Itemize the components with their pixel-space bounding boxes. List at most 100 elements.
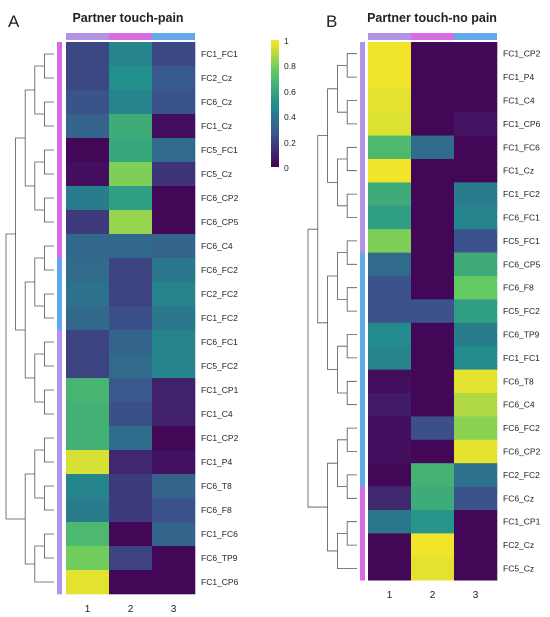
row-cluster-bar-segment <box>57 546 62 571</box>
row-label: FC1_C4 <box>503 96 535 106</box>
heatmap-cell <box>454 346 498 370</box>
row-label: FC1_FC2 <box>503 189 540 199</box>
dendrogram-branch <box>327 275 338 370</box>
row-label: FC6_T8 <box>201 481 232 491</box>
row-label: FC2_Cz <box>201 73 232 83</box>
heatmap-cell <box>66 402 110 427</box>
dendrogram-branch <box>24 473 35 565</box>
dendrogram-branch <box>24 89 35 187</box>
heatmap-cell <box>66 282 110 307</box>
heatmap-cell <box>368 276 412 300</box>
heatmap-cell <box>66 570 110 595</box>
heatmap-panel-b: B Partner touch-no pain FC1_CP2FC1_P4FC1… <box>307 11 541 601</box>
row-cluster-bar-segment <box>360 322 365 347</box>
row-label: FC1_FC2 <box>201 313 238 323</box>
heatmap-cell <box>454 252 498 277</box>
dendrogram-branch <box>346 146 357 172</box>
heatmap-cell <box>411 439 455 464</box>
dendrogram-branch <box>44 293 54 319</box>
panel-b-column-cluster-bar <box>368 33 497 40</box>
panel-b-dendrogram <box>307 53 357 569</box>
heatmap-cell <box>411 322 455 347</box>
column-label: 3 <box>171 604 177 615</box>
heatmap-cell <box>109 570 153 595</box>
row-label: FC6_C4 <box>201 241 233 251</box>
row-label: FC1_CP6 <box>503 119 541 129</box>
heatmap-cell <box>152 282 196 307</box>
heatmap-cell <box>411 299 455 324</box>
column-cluster-bar-segment <box>152 33 195 40</box>
heatmap-cell <box>152 402 196 427</box>
heatmap-cell <box>454 369 498 394</box>
row-cluster-bar-segment <box>360 439 365 464</box>
colorbar-tick-0.8: 0.8 <box>284 61 296 71</box>
row-cluster-bar-segment <box>360 299 365 324</box>
dendrogram-branch <box>44 485 54 511</box>
dendrogram-branch <box>327 462 338 552</box>
row-cluster-bar-segment <box>360 510 365 534</box>
heatmap-cell <box>66 138 110 163</box>
dendrogram-branch <box>346 334 357 359</box>
heatmap-cell <box>152 66 196 91</box>
heatmap-cell <box>109 90 153 115</box>
heatmap-cell <box>109 546 153 571</box>
heatmap-cell <box>411 252 455 277</box>
heatmap-cell <box>152 330 196 355</box>
dendrogram-branch <box>44 389 54 415</box>
heatmap-cell <box>109 498 153 523</box>
heatmap-cell <box>109 66 153 91</box>
dendrogram-branch <box>327 88 338 183</box>
row-label: FC6_TP9 <box>503 330 540 340</box>
row-cluster-bar-segment <box>360 416 365 441</box>
heatmap-cell <box>109 114 153 139</box>
column-cluster-bar-segment <box>454 33 497 40</box>
row-cluster-bar-segment <box>57 66 62 91</box>
dendrogram-branch <box>44 437 54 463</box>
heatmap-cell <box>152 42 196 67</box>
row-cluster-bar-segment <box>57 306 62 331</box>
row-cluster-bar-segment <box>360 65 365 90</box>
heatmap-cell <box>368 159 412 183</box>
panel-a-row-cluster-bar <box>57 42 62 595</box>
row-cluster-bar-segment <box>360 346 365 370</box>
row-label: FC6_FC2 <box>503 423 540 433</box>
heatmap-cell <box>152 474 196 499</box>
heatmap-cell <box>411 556 455 581</box>
row-cluster-bar-segment <box>57 330 62 355</box>
dendrogram-branch <box>34 65 45 115</box>
heatmap-cell <box>411 182 455 207</box>
heatmap-cell <box>368 88 412 113</box>
row-cluster-bar-segment <box>57 570 62 595</box>
dendrogram-branch <box>337 65 348 113</box>
row-label: FC2_FC2 <box>201 289 238 299</box>
column-cluster-bar-segment <box>411 33 454 40</box>
heatmap-cell <box>368 416 412 441</box>
row-cluster-bar-segment <box>57 114 62 139</box>
heatmap-cell <box>368 229 412 253</box>
panel-b-title: Partner touch-no pain <box>367 11 497 25</box>
heatmap-cell <box>66 354 110 379</box>
row-label: FC1_FC1 <box>503 353 540 363</box>
heatmap-cell <box>368 299 412 324</box>
heatmap-cell <box>454 65 498 90</box>
heatmap-panel-a: A Partner touch-pain FC1_FC1 FC2_Cz FC6_Cz… <box>5 11 239 615</box>
row-cluster-bar-segment <box>57 258 62 283</box>
heatmap-cell <box>109 138 153 163</box>
heatmap-cell <box>454 486 498 511</box>
heatmap-cell <box>109 450 153 475</box>
heatmap-cell <box>368 65 412 90</box>
heatmap-cell <box>454 393 498 417</box>
heatmap-cell <box>66 522 110 547</box>
dendrogram-branch <box>346 521 357 546</box>
heatmap-cell <box>66 114 110 139</box>
heatmap-cell <box>152 450 196 475</box>
heatmap-cell <box>66 474 110 499</box>
heatmap-cell <box>411 416 455 441</box>
row-cluster-bar-segment <box>360 182 365 207</box>
heatmap-cell <box>66 498 110 523</box>
heatmap-cell <box>66 546 110 571</box>
dendrogram-branch <box>346 240 357 265</box>
heatmap-cell <box>454 276 498 300</box>
dendrogram-branch <box>346 287 357 312</box>
heatmap-cell <box>368 205 412 230</box>
